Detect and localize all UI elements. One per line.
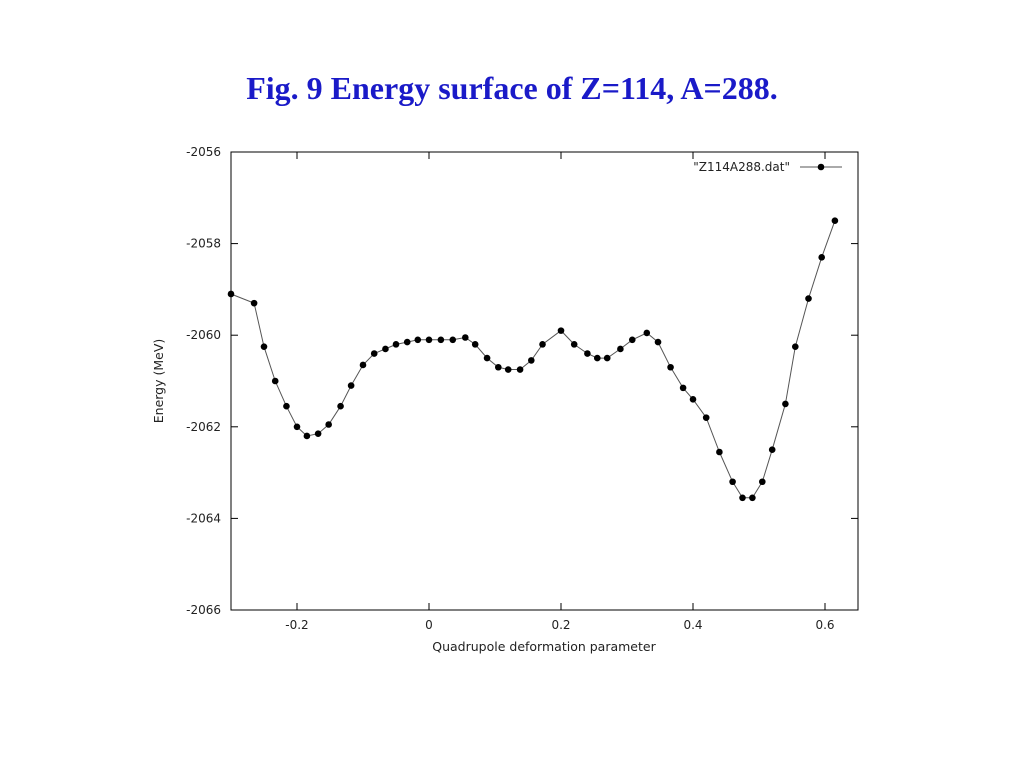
data-point [749, 494, 756, 502]
data-point [782, 400, 789, 408]
legend-marker-icon [817, 163, 825, 171]
data-point [325, 421, 332, 428]
data-point [403, 338, 411, 346]
y-tick-label: -2056 [186, 145, 221, 159]
data-point [689, 396, 697, 403]
data-point [314, 430, 322, 437]
x-axis-label: Quadrupole deformation parameter [432, 639, 656, 654]
slide-title: Fig. 9 Energy surface of Z=114, A=288. [246, 70, 778, 106]
data-point [739, 494, 746, 502]
data-point [679, 384, 687, 392]
data-point [654, 338, 662, 346]
data-point [250, 299, 258, 307]
plot-frame [230, 151, 859, 611]
data-point [570, 341, 578, 348]
data-point [414, 336, 422, 344]
data-point [504, 366, 512, 373]
data-point [643, 329, 651, 337]
data-point [293, 423, 301, 431]
data-point [584, 350, 591, 357]
data-series [227, 217, 839, 502]
data-point [539, 341, 546, 348]
data-point [283, 402, 290, 410]
legend-series-label: "Z114A288.dat" [693, 160, 790, 174]
data-point [483, 354, 491, 362]
data-point [805, 295, 812, 302]
data-point [359, 361, 367, 369]
data-point [370, 350, 378, 357]
data-point [667, 363, 674, 371]
y-tick-label: -2066 [186, 603, 221, 617]
x-tick-label: -0.2 [285, 618, 308, 632]
data-point [495, 363, 502, 371]
data-point [392, 341, 400, 348]
y-tick-label: -2060 [186, 328, 221, 342]
data-point [528, 357, 535, 364]
data-point [347, 382, 355, 389]
data-point [628, 336, 636, 344]
data-point [603, 354, 611, 362]
y-tick-label: -2062 [186, 420, 221, 434]
data-point [792, 343, 799, 350]
data-point [337, 402, 344, 410]
data-point [471, 341, 479, 348]
data-point [716, 448, 723, 456]
x-tick-label: 0.2 [551, 618, 570, 632]
x-tick-label: 0.4 [683, 618, 702, 632]
data-point [449, 336, 457, 344]
data-point [729, 478, 736, 486]
x-tick-label: 0 [425, 618, 433, 632]
data-point [617, 345, 624, 353]
data-point [516, 366, 524, 373]
data-point [462, 334, 469, 341]
y-tick-label: -2064 [186, 511, 221, 525]
data-point [437, 336, 445, 344]
data-point [425, 336, 433, 344]
data-point [260, 343, 268, 350]
data-point [702, 414, 710, 421]
data-point [759, 478, 766, 486]
legend: "Z114A288.dat" [693, 160, 842, 174]
y-tick-label: -2058 [186, 237, 221, 251]
data-point [557, 327, 565, 334]
data-point [382, 345, 389, 353]
data-point [227, 290, 235, 298]
data-point [594, 354, 601, 362]
axis-ticks: -2066 -2064 -2062 -2060 -2058 -2056 -0.2 0 0.2 0.… [186, 145, 858, 632]
data-point [818, 254, 825, 261]
series-line [230, 220, 836, 499]
data-point [271, 377, 279, 385]
data-point [303, 432, 311, 440]
y-axis-label: Energy (MeV) [151, 339, 166, 424]
data-point [768, 446, 776, 454]
x-tick-label: 0.6 [815, 618, 834, 632]
data-point [831, 217, 839, 224]
